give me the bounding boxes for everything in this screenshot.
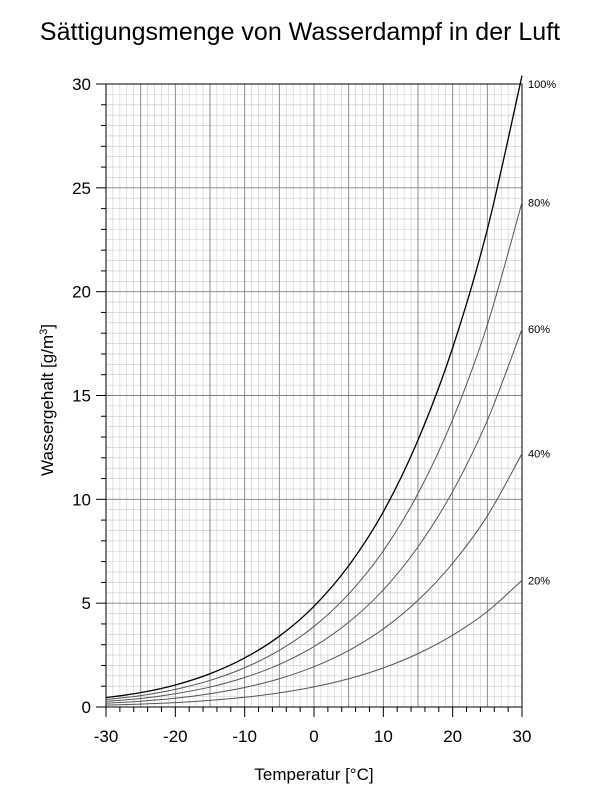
x-tick-label: -20 — [163, 727, 188, 746]
series-label: 80% — [528, 197, 550, 209]
series-label: 20% — [528, 575, 550, 587]
series-line — [105, 202, 523, 701]
series-line — [105, 328, 523, 702]
series-line — [105, 453, 523, 704]
series-label: 100% — [528, 79, 556, 91]
y-tick-label: 30 — [72, 75, 91, 94]
chart-title: Sättigungsmenge von Wasserdampf in der L… — [40, 18, 560, 46]
x-tick-label: 20 — [443, 727, 462, 746]
x-tick-label: -10 — [232, 727, 257, 746]
series-line — [105, 579, 523, 706]
x-axis-label: Temperatur [°C] — [254, 765, 373, 784]
axis-ticks: 0 5 10 15 20 25 30 -30 -20 -10 0 10 20 30 — [72, 75, 531, 746]
y-axis-label-main: Wassergehalt [g/m — [38, 335, 57, 476]
grid — [106, 84, 522, 707]
x-tick-label: 0 — [309, 727, 318, 746]
y-tick-label: 10 — [72, 490, 91, 509]
y-tick-label: 15 — [72, 387, 91, 406]
y-tick-label: 0 — [82, 698, 91, 717]
series-line — [105, 75, 523, 699]
x-tick-label: 30 — [513, 727, 532, 746]
y-tick-label: 25 — [72, 179, 91, 198]
y-axis-label-sup: 3 — [38, 329, 50, 335]
y-tick-label: 20 — [72, 283, 91, 302]
series-labels: 100% 80% 60% 40% 20% — [528, 79, 556, 587]
y-axis-label: Wassergehalt [g/m3] — [38, 324, 57, 476]
series-label: 40% — [528, 449, 550, 461]
y-axis-label-close: ] — [38, 324, 57, 329]
series-lines — [105, 75, 523, 706]
x-tick-label: 10 — [374, 727, 393, 746]
x-tick-label: -30 — [94, 727, 119, 746]
y-tick-label: 5 — [82, 594, 91, 613]
series-label: 60% — [528, 324, 550, 336]
